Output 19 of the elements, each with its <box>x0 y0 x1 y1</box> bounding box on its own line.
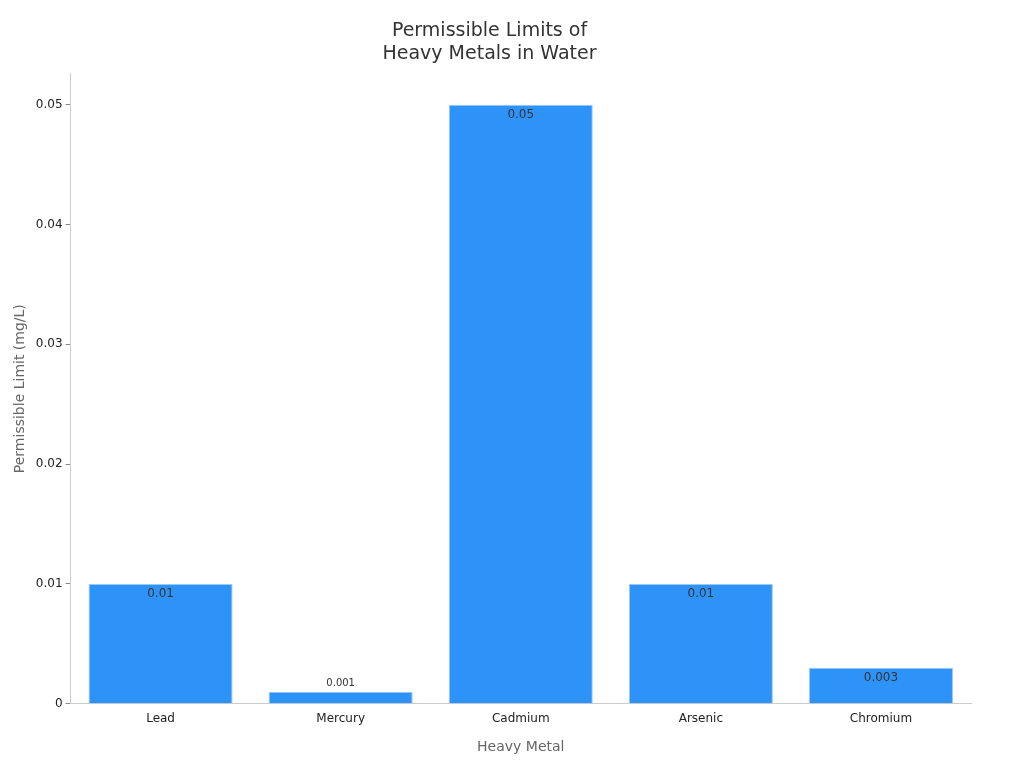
y-tick-label: 0.03 <box>35 336 63 351</box>
y-tick-label: 0.05 <box>35 96 63 111</box>
y-tick-label: 0.01 <box>35 576 63 591</box>
x-tick-label: Chromium <box>849 711 913 726</box>
x-tick-label: Cadmium <box>491 711 550 726</box>
y-axis-title: Permissible Limit (mg/L) <box>11 304 28 474</box>
y-tick-label: 0.04 <box>35 216 63 231</box>
y-tick-label: 0.02 <box>35 456 63 471</box>
y-tick-label: 0 <box>54 695 63 710</box>
data-label: 0.001 <box>326 677 355 689</box>
x-tick-label: Arsenic <box>678 711 724 726</box>
x-tick-label: Lead <box>146 711 175 726</box>
data-label: 0.003 <box>863 669 899 684</box>
data-label: 0.05 <box>507 106 535 121</box>
chart-title: Permissible Limits of Heavy Metals in Water <box>382 18 597 64</box>
x-axis-title: Heavy Metal <box>477 738 565 755</box>
x-tick-label: Mercury <box>316 711 365 726</box>
data-label: 0.01 <box>687 586 715 601</box>
data-label: 0.01 <box>147 586 174 601</box>
